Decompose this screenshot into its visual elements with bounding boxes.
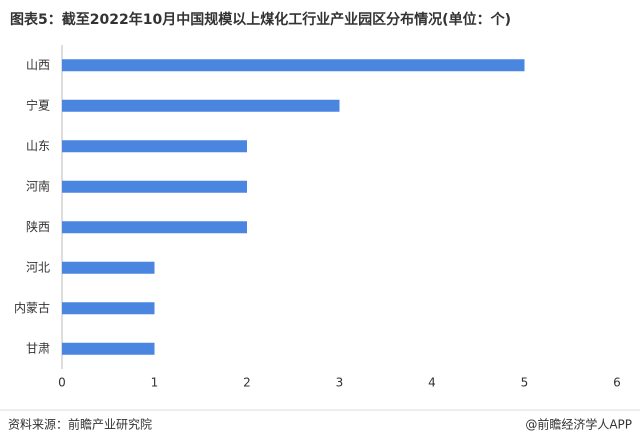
y-tick-label: 河南	[26, 178, 50, 193]
bar	[62, 180, 247, 193]
x-tick-label: 5	[521, 376, 529, 390]
y-tick-label: 内蒙古	[14, 300, 50, 315]
y-tick-label: 陕西	[26, 219, 50, 234]
y-tick-label: 山西	[26, 58, 50, 72]
x-tick-label: 4	[428, 376, 436, 390]
x-tick-label: 2	[243, 376, 251, 390]
bar	[62, 342, 155, 355]
y-tick-label: 甘肃	[26, 341, 50, 355]
y-tick-label: 河北	[26, 260, 50, 274]
y-tick-label: 山东	[26, 139, 50, 153]
bar	[62, 59, 525, 72]
bar	[62, 99, 340, 112]
x-tick-label: 0	[58, 376, 66, 390]
credit: @前瞻经济学人APP	[525, 417, 632, 432]
bar	[62, 221, 247, 234]
chart-title: 图表5：截至2022年10月中国规模以上煤化工行业产业园区分布情况(单位：个)	[10, 11, 511, 28]
y-tick-label: 宁夏	[26, 97, 50, 112]
source: 资料来源：前瞻产业研究院	[8, 417, 152, 432]
x-tick-label: 3	[336, 376, 344, 390]
bar	[62, 302, 155, 315]
bar	[62, 140, 247, 153]
bar	[62, 261, 155, 274]
x-tick-label: 6	[613, 376, 621, 390]
x-tick-label: 1	[151, 376, 159, 390]
